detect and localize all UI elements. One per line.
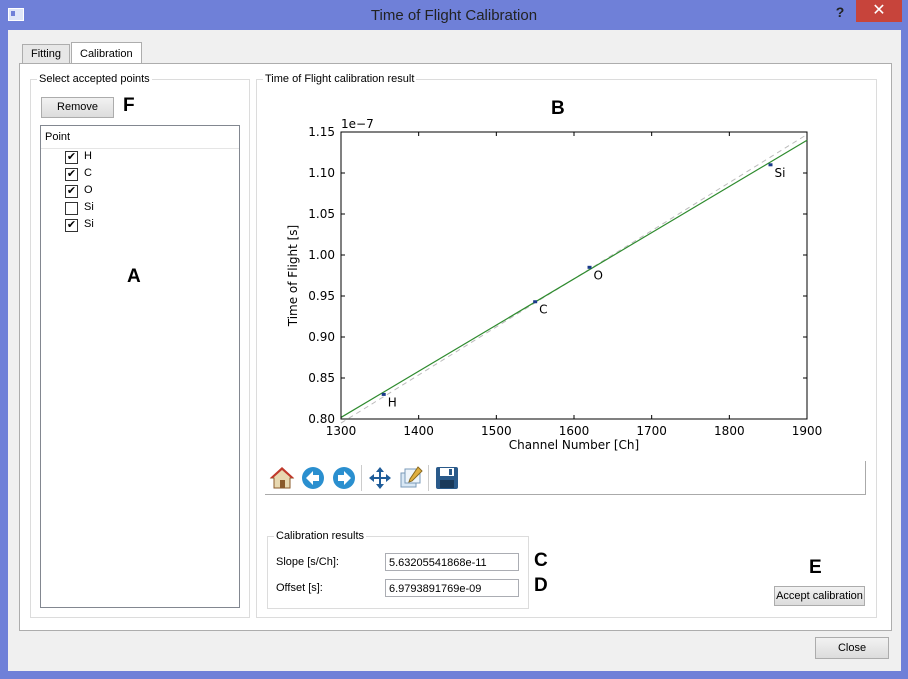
x-tick-label: 1400 <box>403 424 434 438</box>
window-title: Time of Flight Calibration <box>370 7 538 24</box>
y-tick-label: 1.10 <box>308 166 335 180</box>
forward-icon[interactable] <box>331 465 357 491</box>
select-points-group: Select accepted points Remove F Point ✔ H… <box>30 73 250 618</box>
help-button[interactable]: ? <box>835 4 845 20</box>
point-label: Si <box>84 218 94 230</box>
dialog-body: Fitting Calibration Select accepted poin… <box>8 30 901 671</box>
data-point <box>768 163 773 167</box>
x-tick-label: 1900 <box>792 424 823 438</box>
calibration-results-group: Calibration results Slope [s/Ch]: 5.6320… <box>267 530 529 609</box>
point-label: O <box>84 184 93 196</box>
plot-toolbar <box>265 461 866 495</box>
offset-label: Offset [s]: <box>276 582 323 594</box>
slope-field[interactable]: 5.63205541868e-11 <box>385 553 519 571</box>
save-icon[interactable] <box>434 465 460 491</box>
y-tick-label: 1.00 <box>308 248 335 262</box>
marker-a: A <box>127 266 141 287</box>
remove-button[interactable]: Remove <box>41 97 114 118</box>
y-tick-label: 1.15 <box>308 125 335 139</box>
y-axis-label: Time of Flight [s] <box>286 225 300 328</box>
data-point <box>533 300 538 304</box>
title-bar[interactable]: Time of Flight Calibration ? ✕ <box>0 0 908 30</box>
close-icon: ✕ <box>872 2 886 19</box>
slope-label: Slope [s/Ch]: <box>276 556 339 568</box>
app-icon[interactable] <box>8 8 24 21</box>
list-item[interactable]: ✔ Si <box>41 217 239 234</box>
point-label: H <box>388 395 397 409</box>
close-button[interactable]: Close <box>815 637 889 659</box>
point-label: Si <box>774 166 785 180</box>
checkbox-checked[interactable]: ✔ <box>65 168 78 181</box>
checkbox-checked[interactable]: ✔ <box>65 185 78 198</box>
x-tick-label: 1300 <box>326 424 357 438</box>
x-tick-label: 1800 <box>714 424 745 438</box>
accept-calibration-button[interactable]: Accept calibration <box>774 586 865 606</box>
offset-field[interactable]: 6.9793891769e-09 <box>385 579 519 597</box>
calibration-tab-pane: Select accepted points Remove F Point ✔ H… <box>19 63 892 631</box>
x-axis-label: Channel Number [Ch] <box>509 438 639 452</box>
point-label: Si <box>84 201 94 213</box>
tab-calibration[interactable]: Calibration <box>71 42 142 65</box>
point-label: O <box>594 268 603 282</box>
list-item[interactable]: Si <box>41 200 239 217</box>
list-item[interactable]: ✔ C <box>41 166 239 183</box>
point-label: C <box>539 303 547 317</box>
select-points-group-title: Select accepted points <box>37 73 152 85</box>
calibration-result-group-title: Time of Flight calibration result <box>263 73 417 85</box>
pan-icon[interactable] <box>367 465 393 491</box>
marker-d: D <box>534 575 548 596</box>
toolbar-separator <box>361 465 362 491</box>
point-label: C <box>84 167 92 179</box>
marker-e: E <box>809 557 822 578</box>
point-label: H <box>84 150 92 162</box>
checkbox-checked[interactable]: ✔ <box>65 219 78 232</box>
x-tick-label: 1600 <box>559 424 590 438</box>
y-tick-label: 0.85 <box>308 371 335 385</box>
list-item[interactable]: ✔ O <box>41 183 239 200</box>
calibration-result-group: Time of Flight calibration result B 1300… <box>256 73 877 618</box>
fit-line <box>340 139 808 418</box>
checkbox-checked[interactable]: ✔ <box>65 151 78 164</box>
calibration-results-title: Calibration results <box>274 530 367 542</box>
y-tick-label: 0.80 <box>308 412 335 426</box>
checkbox-unchecked[interactable] <box>65 202 78 215</box>
marker-b: B <box>551 98 565 119</box>
calibration-chart[interactable]: 1300 1400 1500 1600 1700 1800 1900 0.80 0.85 0.90… <box>259 90 865 455</box>
back-icon[interactable] <box>300 465 326 491</box>
list-item[interactable]: ✔ H <box>41 149 239 166</box>
marker-f: F <box>123 95 135 116</box>
y-tick-label: 0.95 <box>308 289 335 303</box>
home-icon[interactable] <box>269 465 295 491</box>
y-tick-label: 0.90 <box>308 330 335 344</box>
data-point <box>587 265 592 269</box>
points-list[interactable]: Point ✔ H ✔ C ✔ O Si ✔ Si <box>40 125 240 608</box>
offset-text: 1e−7 <box>341 117 374 131</box>
tab-fitting[interactable]: Fitting <box>22 44 70 64</box>
window-close-button[interactable]: ✕ <box>856 0 902 22</box>
points-rows: ✔ H ✔ C ✔ O Si ✔ Si <box>41 149 239 234</box>
marker-c: C <box>534 550 548 571</box>
x-tick-label: 1500 <box>481 424 512 438</box>
toolbar-separator <box>428 465 429 491</box>
data-point <box>381 392 386 396</box>
y-tick-label: 1.05 <box>308 207 335 221</box>
x-tick-label: 1700 <box>636 424 667 438</box>
zoom-icon[interactable] <box>398 465 424 491</box>
point-column-header[interactable]: Point <box>41 126 239 149</box>
